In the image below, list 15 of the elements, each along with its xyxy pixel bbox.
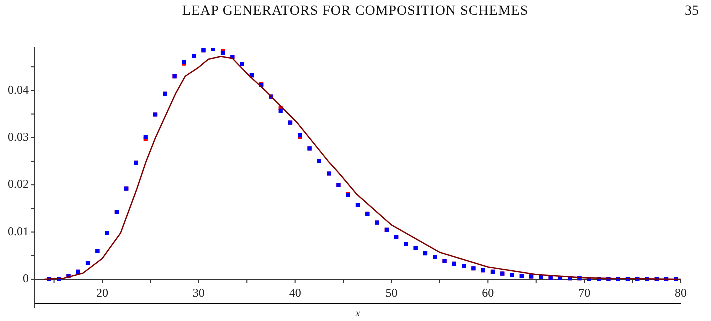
text: 35 — [685, 4, 699, 20]
x-tick-label: 70 — [578, 286, 591, 300]
x-tick-label: 20 — [96, 286, 108, 300]
y-tick-label: 0.01 — [8, 224, 29, 238]
chart-title: LEAP GENERATORS FOR COMPOSITION SCHEMES — [182, 4, 529, 19]
y-tick-label: 0.03 — [8, 130, 29, 144]
y-tick-label: 0.02 — [8, 177, 29, 192]
x-tick-label: 80 — [675, 286, 687, 300]
x-axis-title: x — [354, 308, 361, 320]
x-tick-label: 50 — [386, 286, 398, 300]
x-tick-label: 40 — [289, 286, 302, 300]
y-tick-label: 0.04 — [8, 82, 29, 97]
y-tick-label: 0 — [23, 272, 29, 286]
x-tick-label: 60 — [482, 286, 494, 300]
x-tick-label: 30 — [192, 286, 205, 300]
